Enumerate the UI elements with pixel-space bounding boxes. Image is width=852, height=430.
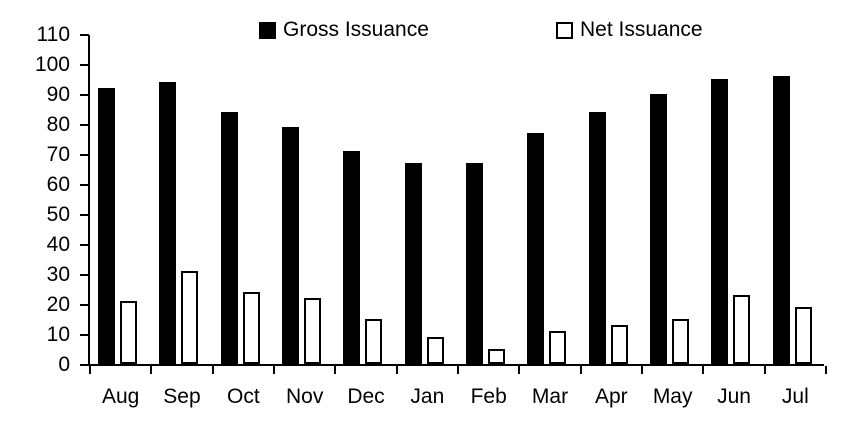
x-axis-label-jun: Jun bbox=[717, 385, 751, 408]
y-axis-tick bbox=[80, 64, 89, 66]
bar-gross-issuance-mar bbox=[527, 133, 545, 364]
y-axis-tick bbox=[80, 364, 89, 366]
bar-net-issuance-feb bbox=[488, 349, 505, 364]
x-axis-label-nov: Nov bbox=[285, 385, 324, 408]
x-axis-label-dec: Dec bbox=[347, 385, 385, 408]
bar-net-issuance-aug bbox=[120, 301, 137, 364]
bar-gross-issuance-dec bbox=[343, 151, 361, 364]
x-axis-label-aug: Aug bbox=[101, 385, 140, 408]
bar-group-feb: Feb bbox=[458, 35, 519, 408]
legend-label-net-issuance: Net Issuance bbox=[580, 18, 703, 41]
bar-net-issuance-jul bbox=[794, 307, 812, 364]
bar-group-jun: Jun bbox=[703, 35, 764, 408]
bar-gross-issuance-jun bbox=[711, 79, 729, 364]
bar-group-jul: Jul bbox=[765, 35, 826, 408]
x-axis-label-jul: Jul bbox=[781, 385, 809, 408]
y-axis-tick-label: 20 bbox=[46, 293, 70, 316]
y-axis-tick bbox=[80, 214, 89, 216]
y-axis-tick-label: 70 bbox=[46, 143, 70, 166]
bar-net-issuance-mar bbox=[549, 331, 567, 364]
y-axis-tick-label: 10 bbox=[46, 323, 70, 346]
x-axis-tick bbox=[334, 366, 337, 374]
y-axis-tick bbox=[80, 304, 89, 306]
x-axis-tick bbox=[395, 366, 398, 374]
y-axis-tick-label: 110 bbox=[36, 23, 70, 46]
x-axis-label-sep: Sep bbox=[163, 385, 201, 408]
bar-gross-issuance-oct bbox=[220, 112, 238, 364]
y-axis-tick-label: 30 bbox=[46, 263, 70, 286]
net-issuance-swatch-icon bbox=[556, 21, 573, 39]
legend: Gross Issuance Net Issuance bbox=[0, 18, 852, 42]
gross-issuance-swatch-icon bbox=[259, 21, 276, 39]
x-axis-tick bbox=[641, 366, 643, 374]
bar-gross-issuance-apr bbox=[588, 112, 606, 364]
bar-group-mar: Mar bbox=[519, 35, 580, 408]
x-axis-tick bbox=[579, 366, 582, 374]
y-axis-tick-label: 90 bbox=[46, 83, 70, 106]
y-axis-tick bbox=[80, 124, 89, 126]
x-axis-tick bbox=[211, 366, 214, 374]
y-axis-tick-label: 40 bbox=[46, 233, 70, 256]
bar-group-aug: Aug bbox=[90, 35, 151, 408]
x-axis-label-feb: Feb bbox=[470, 385, 507, 408]
bar-group-may: May bbox=[642, 35, 703, 408]
y-axis-tick bbox=[80, 274, 89, 276]
x-axis-tick bbox=[518, 366, 521, 374]
x-axis-label-jan: Jan bbox=[410, 385, 445, 408]
bar-group-sep: Sep bbox=[151, 35, 212, 408]
bar-net-issuance-jan bbox=[426, 337, 444, 364]
bar-gross-issuance-may bbox=[650, 94, 667, 364]
x-axis-tick bbox=[457, 366, 459, 374]
y-axis-tick-label: 100 bbox=[34, 53, 70, 76]
bar-group-oct: Oct bbox=[213, 35, 274, 408]
y-axis-tick bbox=[80, 154, 89, 156]
x-axis-tick bbox=[825, 366, 827, 374]
y-axis-tick bbox=[80, 94, 89, 96]
plot-area: 0 10 20 30 40 50 60 70 80 90 100 110 Aug Sep Oct Nov Dec… bbox=[35, 24, 827, 408]
y-axis-tick bbox=[80, 34, 89, 36]
y-axis-tick bbox=[80, 184, 89, 186]
legend-item-gross-issuance: Gross Issuance bbox=[259, 18, 429, 42]
bar-net-issuance-oct bbox=[242, 292, 260, 364]
bar-net-issuance-dec bbox=[365, 319, 383, 364]
x-axis-label-apr: Apr bbox=[594, 385, 628, 408]
x-axis-tick bbox=[702, 366, 705, 374]
bar-gross-issuance-jan bbox=[404, 163, 422, 364]
bar-gross-issuance-nov bbox=[282, 127, 299, 364]
bar-net-issuance-sep bbox=[181, 271, 199, 364]
legend-item-net-issuance: Net Issuance bbox=[556, 18, 703, 42]
x-axis-label-mar: Mar bbox=[531, 385, 569, 408]
x-axis-label-oct: Oct bbox=[226, 385, 260, 408]
bar-gross-issuance-sep bbox=[159, 82, 177, 364]
bar-gross-issuance-feb bbox=[466, 163, 483, 364]
x-axis-tick bbox=[273, 366, 275, 374]
bar-group-dec: Dec bbox=[335, 35, 396, 408]
x-axis-tick bbox=[150, 366, 153, 374]
y-axis-tick bbox=[80, 334, 89, 336]
y-axis-tick-label: 0 bbox=[58, 353, 70, 376]
y-axis-tick-label: 80 bbox=[46, 113, 70, 136]
bar-gross-issuance-aug bbox=[98, 88, 115, 364]
bar-group-nov: Nov bbox=[274, 35, 335, 408]
bar-net-issuance-jun bbox=[733, 295, 751, 364]
y-axis-tick-label: 50 bbox=[46, 203, 70, 226]
x-axis-tick bbox=[89, 366, 91, 374]
bar-group-apr: Apr bbox=[581, 35, 642, 408]
y-axis-tick-label: 60 bbox=[46, 173, 70, 196]
legend-label-gross-issuance: Gross Issuance bbox=[283, 18, 429, 41]
bar-group-jan: Jan bbox=[397, 35, 458, 408]
bar-net-issuance-may bbox=[672, 319, 689, 364]
y-axis-tick bbox=[80, 244, 89, 246]
x-axis-tick bbox=[763, 366, 766, 374]
bar-gross-issuance-jul bbox=[772, 76, 790, 364]
x-axis-label-may: May bbox=[652, 385, 693, 408]
bar-net-issuance-nov bbox=[304, 298, 321, 364]
bar-net-issuance-apr bbox=[610, 325, 628, 364]
